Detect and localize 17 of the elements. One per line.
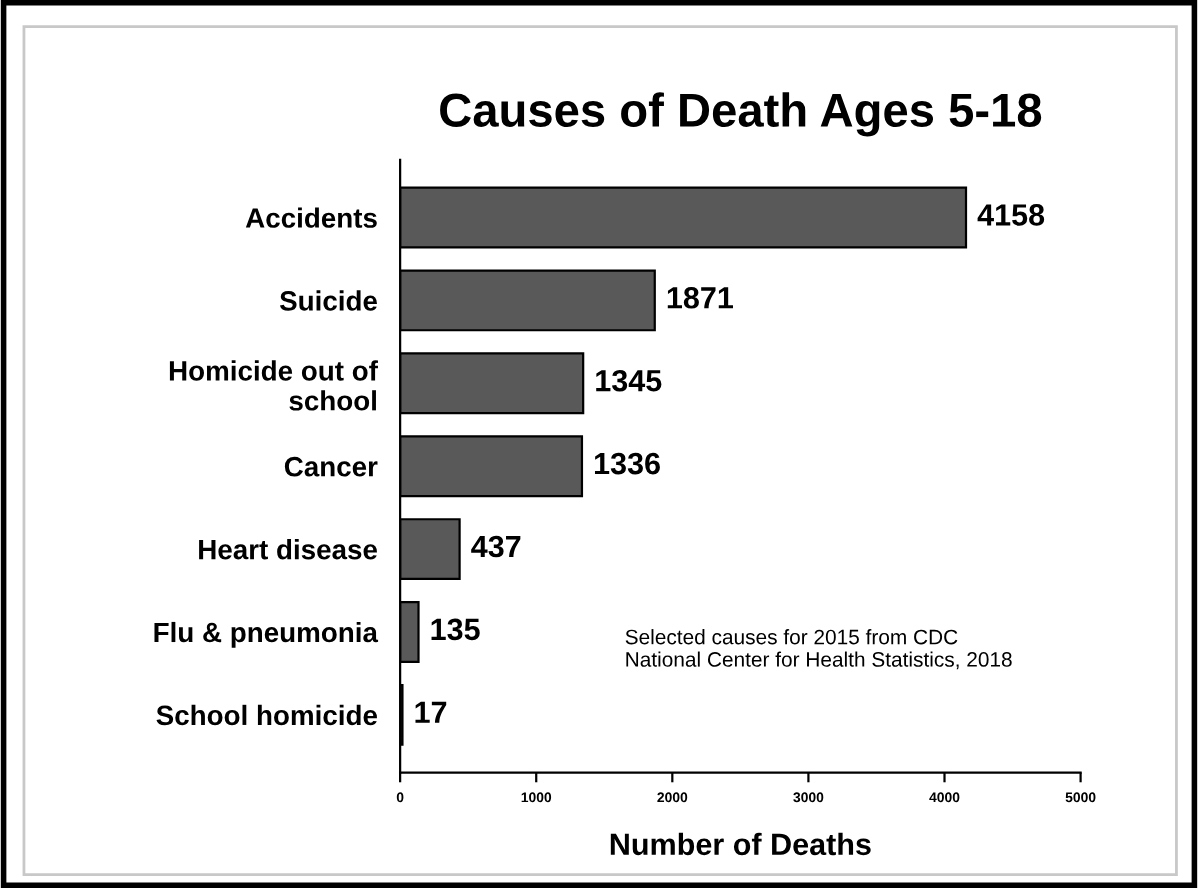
data-label: 437 — [471, 535, 521, 558]
y-tick-label: Flu & pneumonia — [154, 621, 379, 648]
x-axis-title: Number of Deaths — [610, 832, 871, 856]
y-tick-label: Homicide out of school — [169, 360, 378, 411]
data-label: 1871 — [667, 286, 733, 309]
y-tick-label: Heart disease — [199, 539, 377, 560]
data-label: 135 — [431, 618, 480, 641]
annotation: Selected causes for 2015 from CDC National Center for Health Statistics, 2018 — [625, 629, 1012, 670]
y-tick-label: Accidents — [245, 207, 377, 228]
y-tick-label: School homicide — [156, 704, 377, 726]
data-label: 17 — [415, 701, 447, 723]
data-label: 4158 — [977, 204, 1045, 226]
y-tick-label: Cancer — [284, 456, 378, 477]
data-label: 1345 — [596, 369, 662, 392]
y-tick-label: Suicide — [279, 290, 377, 311]
data-label: 1336 — [594, 452, 660, 475]
chart-title: Causes of Death Ages 5-18 — [440, 92, 1042, 137]
